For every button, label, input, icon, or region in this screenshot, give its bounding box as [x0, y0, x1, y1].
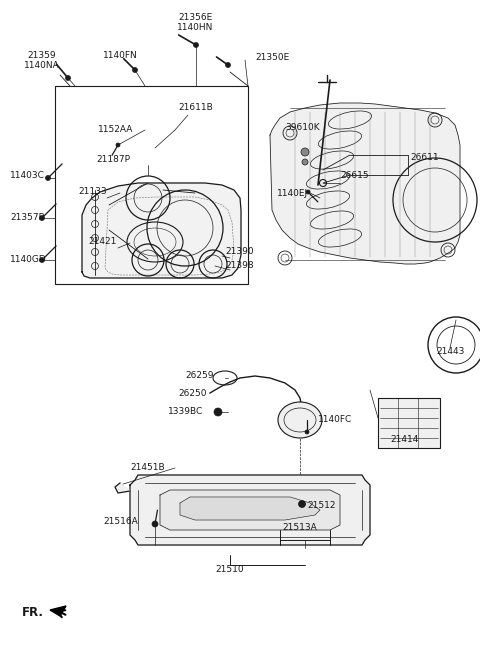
- Text: 21414: 21414: [390, 436, 419, 445]
- Polygon shape: [270, 103, 460, 264]
- Text: 21357B: 21357B: [10, 213, 45, 222]
- Text: 1140FC: 1140FC: [318, 415, 352, 424]
- Circle shape: [65, 75, 71, 81]
- Text: 21359: 21359: [28, 51, 56, 60]
- Polygon shape: [160, 490, 340, 530]
- Circle shape: [116, 143, 120, 147]
- Text: 26615: 26615: [340, 171, 369, 180]
- Text: 21390: 21390: [225, 247, 253, 256]
- Circle shape: [214, 408, 222, 416]
- Text: 21398: 21398: [225, 260, 253, 270]
- Polygon shape: [50, 606, 66, 616]
- Text: 21512: 21512: [307, 501, 336, 510]
- Text: FR.: FR.: [22, 605, 44, 619]
- Circle shape: [226, 62, 230, 68]
- Text: 21611B: 21611B: [178, 104, 213, 112]
- Text: 21510: 21510: [216, 565, 244, 575]
- Polygon shape: [82, 183, 241, 278]
- Circle shape: [39, 216, 45, 220]
- Text: 11403C: 11403C: [10, 171, 45, 180]
- Text: 1140NA: 1140NA: [24, 60, 60, 70]
- Text: 26259: 26259: [185, 371, 214, 380]
- Ellipse shape: [278, 402, 322, 438]
- Circle shape: [305, 430, 309, 434]
- Text: 21421: 21421: [88, 237, 116, 247]
- Circle shape: [302, 159, 308, 165]
- Polygon shape: [130, 475, 370, 545]
- Text: 1140FN: 1140FN: [103, 51, 137, 60]
- Text: 1140HN: 1140HN: [177, 24, 213, 33]
- Text: 21350E: 21350E: [255, 54, 289, 62]
- Text: 39610K: 39610K: [285, 123, 320, 133]
- Text: 21187P: 21187P: [96, 155, 130, 165]
- Circle shape: [301, 148, 309, 156]
- Circle shape: [39, 258, 45, 262]
- Text: 1140EJ: 1140EJ: [277, 188, 308, 197]
- Text: 21451B: 21451B: [130, 462, 165, 472]
- Text: 21356E: 21356E: [178, 14, 212, 22]
- Bar: [55, 86, 248, 284]
- Polygon shape: [180, 497, 320, 520]
- Text: 26611: 26611: [410, 154, 439, 163]
- Polygon shape: [115, 483, 130, 493]
- Circle shape: [193, 43, 199, 47]
- Text: 1140GD: 1140GD: [10, 255, 47, 264]
- Text: 26250: 26250: [178, 388, 206, 398]
- Circle shape: [152, 521, 158, 527]
- Text: 21133: 21133: [78, 188, 107, 197]
- Text: 21516A: 21516A: [103, 518, 138, 527]
- Bar: [378, 398, 440, 448]
- Circle shape: [306, 190, 310, 194]
- Circle shape: [46, 176, 50, 180]
- Text: 1339BC: 1339BC: [168, 407, 203, 417]
- Text: 1152AA: 1152AA: [98, 125, 133, 134]
- Circle shape: [132, 68, 137, 73]
- Text: 21513A: 21513A: [282, 522, 317, 531]
- Circle shape: [299, 501, 305, 508]
- Text: 21443: 21443: [436, 348, 464, 356]
